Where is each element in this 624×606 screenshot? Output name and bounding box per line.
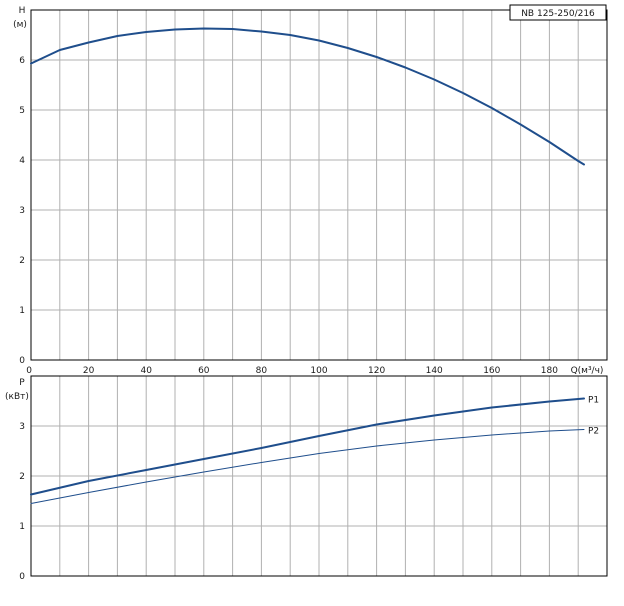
series-label-p2: P2 bbox=[588, 427, 599, 437]
power-series-line-p2 bbox=[30, 429, 585, 504]
power-series: P1 P2 bbox=[30, 396, 599, 504]
flow-x-tick-label: 80 bbox=[256, 366, 268, 376]
head-series-line bbox=[30, 27, 585, 166]
power-axis-unit: (кВт) bbox=[5, 392, 29, 402]
flow-x-tick-label: 40 bbox=[140, 366, 152, 376]
model-label-box bbox=[509, 4, 607, 21]
head-y-tick-label: 4 bbox=[19, 156, 25, 166]
series-label-p1: P1 bbox=[588, 396, 599, 406]
head-axis-unit: (м) bbox=[13, 20, 27, 30]
power-axis-label: P bbox=[19, 378, 25, 388]
head-y-tick-label: 1 bbox=[19, 306, 25, 316]
power-y-tick-label: 1 bbox=[19, 522, 25, 532]
flow-x-tick-label: 180 bbox=[541, 366, 558, 376]
power-curve-panel: 0 1 2 3 P1 P2 P (кВт) bbox=[5, 375, 608, 582]
head-series bbox=[30, 27, 585, 166]
power-grid bbox=[31, 376, 607, 576]
flow-x-tick-label: 100 bbox=[310, 366, 327, 376]
flow-x-tick-label: 20 bbox=[83, 366, 95, 376]
flow-x-tick-label: 120 bbox=[368, 366, 385, 376]
flow-axis-label: Q(м³/ч) bbox=[571, 366, 604, 376]
power-tick-labels: 0 1 2 3 bbox=[19, 422, 25, 582]
flow-x-tick-label: 160 bbox=[483, 366, 500, 376]
power-y-tick-label: 0 bbox=[19, 572, 25, 582]
power-y-tick-label: 3 bbox=[19, 422, 25, 432]
head-y-tick-label: 5 bbox=[19, 106, 25, 116]
power-plot-frame bbox=[30, 375, 608, 577]
flow-x-tick-label: 60 bbox=[198, 366, 210, 376]
head-y-tick-label: 0 bbox=[19, 356, 25, 366]
head-axis-label: H bbox=[19, 6, 26, 16]
head-y-tick-label: 6 bbox=[19, 56, 25, 66]
head-y-tick-label: 3 bbox=[19, 206, 25, 216]
head-grid bbox=[31, 10, 607, 360]
head-plot-frame bbox=[30, 9, 608, 361]
model-label: NB 125-250/216 bbox=[521, 9, 595, 19]
flow-x-tick-label: 140 bbox=[426, 366, 443, 376]
head-y-tick-label: 2 bbox=[19, 256, 25, 266]
power-series-line-p1 bbox=[30, 397, 585, 496]
power-y-tick-label: 2 bbox=[19, 472, 25, 482]
flow-x-tick-label: 0 bbox=[26, 366, 32, 376]
